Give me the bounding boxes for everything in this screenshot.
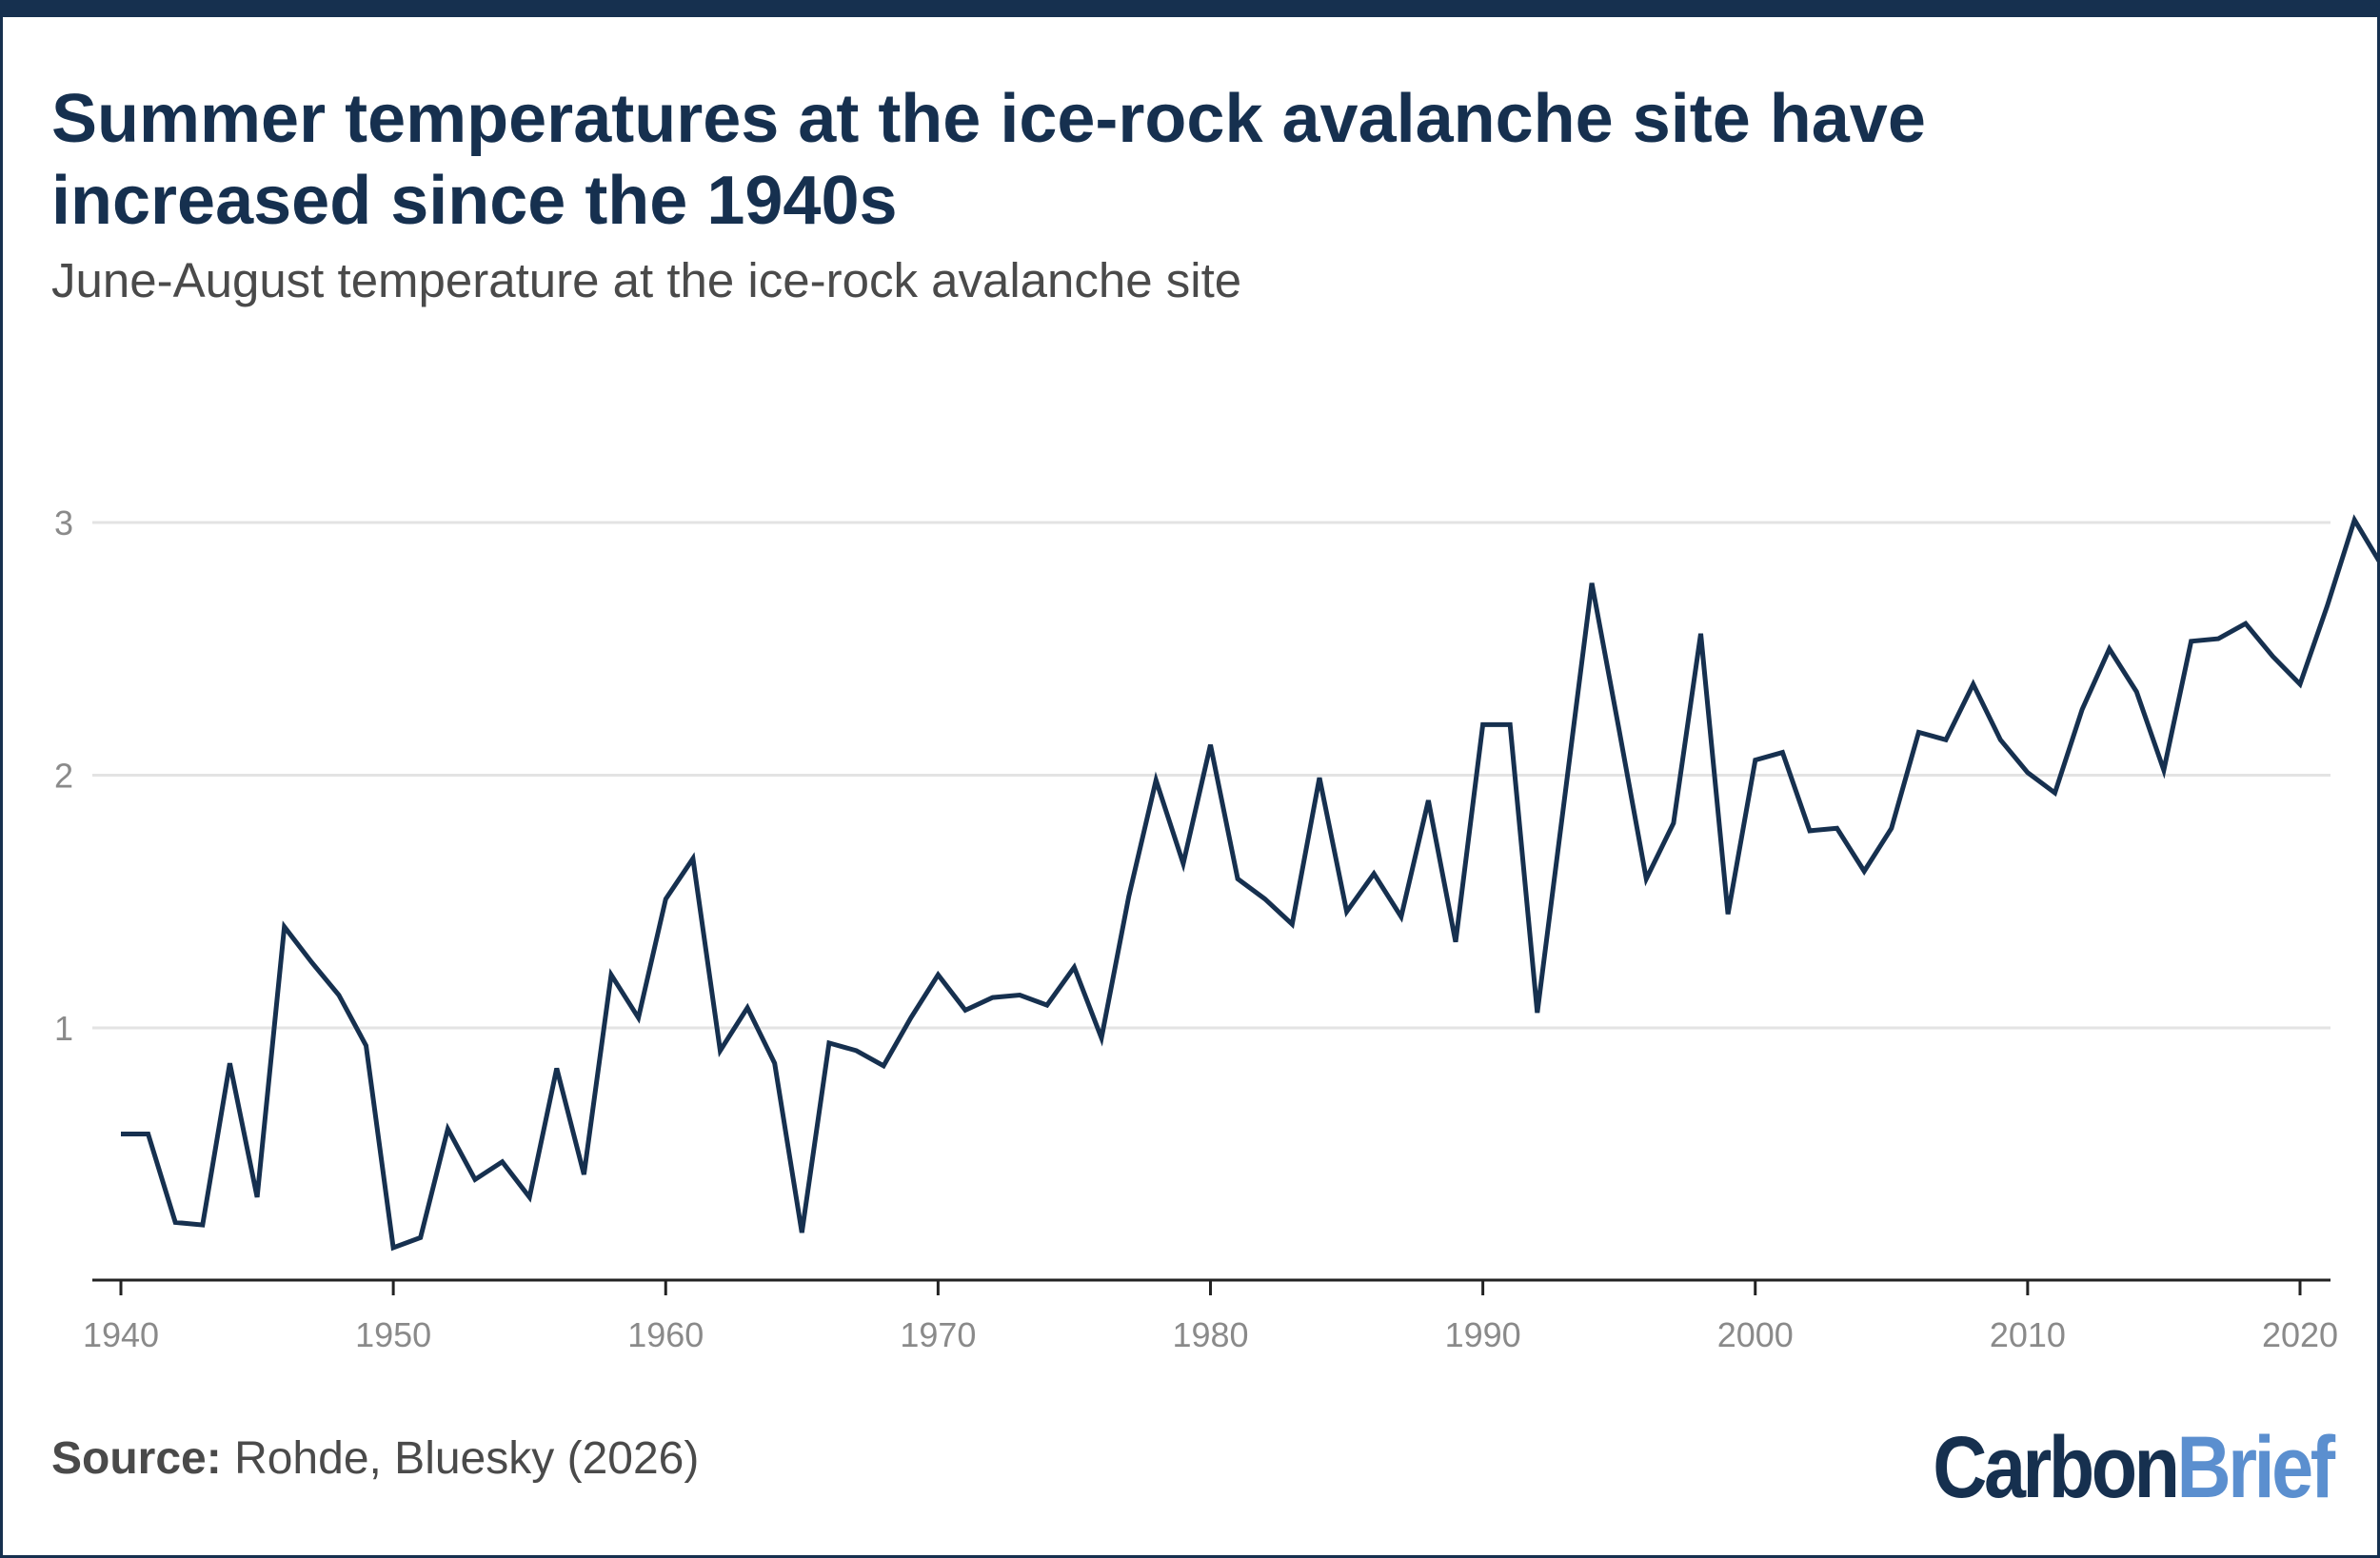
x-tick-label: 1960 bbox=[627, 1315, 704, 1354]
source-label: Source: bbox=[51, 1433, 222, 1484]
source-text: Rohde, Bluesky (2026) bbox=[234, 1433, 700, 1484]
logo-carbon-text: Carbon bbox=[1933, 1419, 2181, 1516]
x-tick-label: 1990 bbox=[1445, 1315, 1521, 1354]
carbon-brief-logo: CarbonBrief bbox=[1933, 1418, 2336, 1518]
chart-title: Summer temperatures at the ice-rock aval… bbox=[51, 81, 1926, 239]
source-note: Source: Rohde, Bluesky (2026) bbox=[51, 1432, 699, 1485]
x-ticks: 1940 1950 1960 1970 1980 1990 2000 2010 2020 bbox=[83, 1280, 2338, 1354]
y-tick-label: 3 bbox=[54, 503, 73, 542]
x-tick-label: 2010 bbox=[1990, 1315, 2066, 1354]
y-tick-label: 1 bbox=[54, 1009, 73, 1048]
chart-subtitle: June-August temperature at the ice-rock … bbox=[51, 253, 1242, 307]
temperature-series-line bbox=[121, 514, 2380, 1252]
x-tick-label: 2020 bbox=[2262, 1315, 2338, 1354]
x-tick-label: 1970 bbox=[900, 1315, 976, 1354]
y-tick-label: 2 bbox=[54, 757, 73, 796]
x-tick-label: 1950 bbox=[355, 1315, 431, 1354]
x-tick-label: 1980 bbox=[1172, 1315, 1248, 1354]
gridlines bbox=[92, 521, 2330, 1030]
x-tick-label: 1940 bbox=[83, 1315, 159, 1354]
logo-brief-text: Brief bbox=[2176, 1419, 2335, 1516]
x-tick-label: 2000 bbox=[1717, 1315, 1794, 1354]
y-tick-labels: 1 2 3 bbox=[54, 503, 73, 1048]
